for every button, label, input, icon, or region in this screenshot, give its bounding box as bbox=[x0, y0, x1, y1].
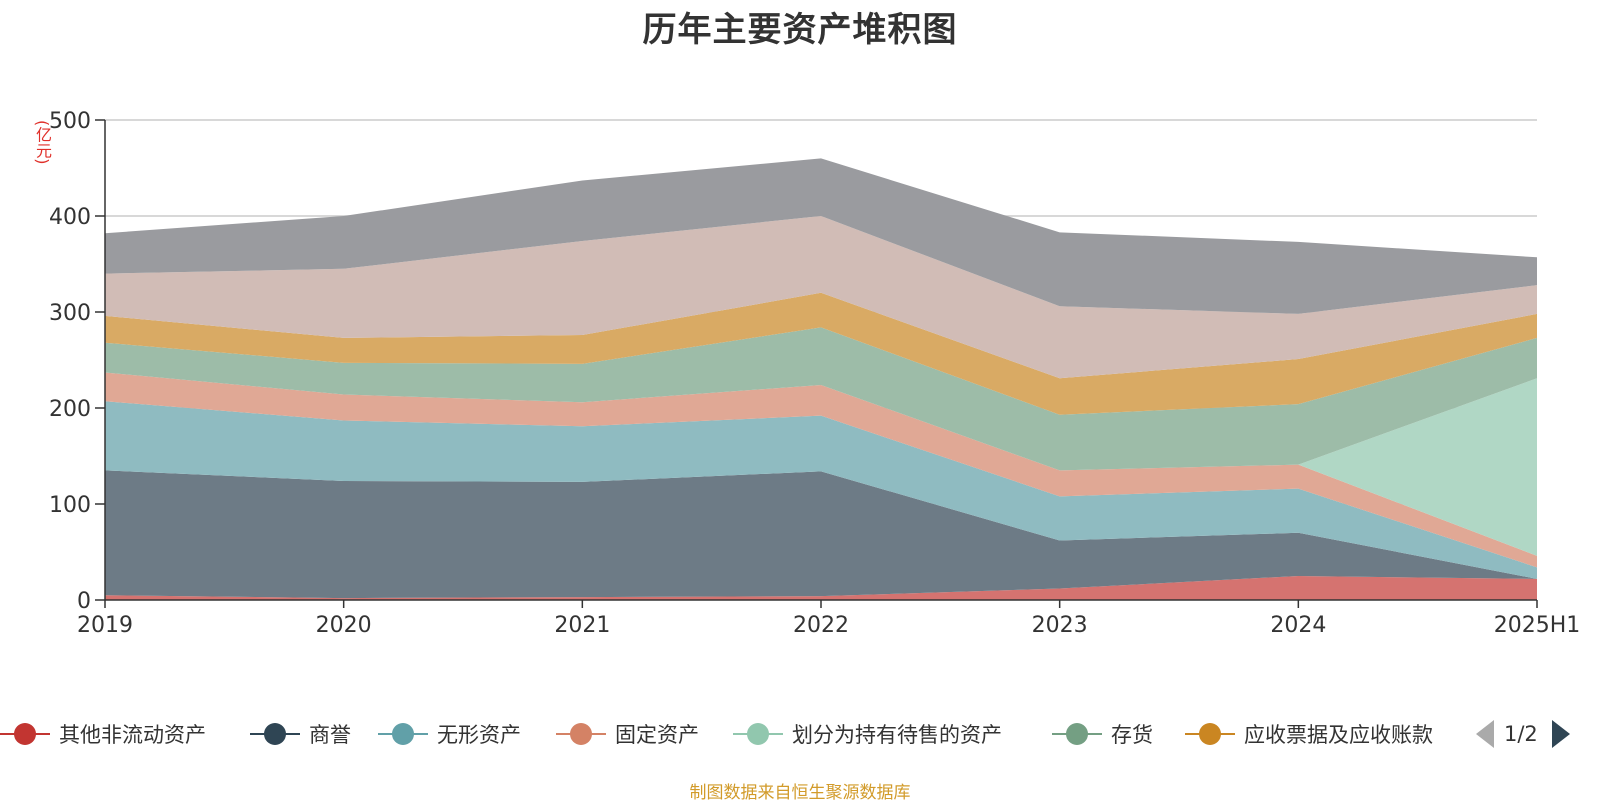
x-tick-label: 2025H1 bbox=[1494, 613, 1581, 638]
area-series-6 bbox=[105, 292, 1537, 415]
legend-marker-icon bbox=[556, 716, 606, 752]
y-tick-label: 300 bbox=[49, 301, 91, 326]
legend-label: 其他非流动资产 bbox=[59, 723, 206, 747]
legend-label: 无形资产 bbox=[437, 723, 521, 747]
chart-title: 历年主要资产堆积图 bbox=[642, 10, 958, 50]
legend-label: 固定资产 bbox=[615, 723, 699, 747]
x-tick-label: 2020 bbox=[316, 613, 372, 638]
legend-item[interactable]: 存货 bbox=[1052, 716, 1153, 752]
y-tick-label: 400 bbox=[49, 205, 91, 230]
area-series-1 bbox=[105, 470, 1537, 599]
legend-item[interactable]: 商誉 bbox=[250, 716, 351, 752]
legend-item[interactable]: 固定资产 bbox=[556, 716, 699, 752]
x-tick-label: 2019 bbox=[77, 613, 133, 638]
x-tick-label: 2023 bbox=[1032, 613, 1088, 638]
y-tick-label: 0 bbox=[77, 589, 91, 614]
legend-marker-icon bbox=[1185, 716, 1235, 752]
y-tick-label: 500 bbox=[49, 109, 91, 134]
legend-label: 商誉 bbox=[309, 723, 351, 747]
y-tick-label: 200 bbox=[49, 397, 91, 422]
legend-marker-icon bbox=[1052, 716, 1102, 752]
area-series-2 bbox=[105, 401, 1537, 579]
legend-page-indicator: 1/2 bbox=[1504, 722, 1538, 746]
chart-legend: 其他非流动资产 商誉 无形资产 固定资产 划分为持有待售的资产 存货 应收票据及应收账款 bbox=[0, 716, 1600, 752]
legend-marker-icon bbox=[733, 716, 783, 752]
area-series-0 bbox=[105, 576, 1537, 600]
legend-item[interactable]: 应收票据及应收账款 bbox=[1185, 716, 1433, 752]
x-tick-label: 2021 bbox=[554, 613, 610, 638]
area-series-8 bbox=[105, 158, 1537, 314]
legend-marker-icon bbox=[0, 716, 50, 752]
legend-prev-page-icon[interactable] bbox=[1476, 720, 1494, 748]
x-tick-label: 2022 bbox=[793, 613, 849, 638]
y-axis-unit-label: (亿元) bbox=[33, 120, 52, 165]
legend-next-page-icon[interactable] bbox=[1551, 720, 1570, 748]
legend-label: 划分为持有待售的资产 bbox=[792, 723, 1002, 747]
legend-item[interactable]: 无形资产 bbox=[378, 716, 521, 752]
legend-marker-icon bbox=[250, 716, 300, 752]
area-series-7 bbox=[105, 216, 1537, 379]
data-source-footer: 制图数据来自恒生聚源数据库 bbox=[689, 783, 911, 803]
legend-label: 存货 bbox=[1111, 723, 1153, 747]
x-tick-label: 2024 bbox=[1270, 613, 1326, 638]
legend-item[interactable]: 其他非流动资产 bbox=[0, 716, 206, 752]
legend-pager: 1/2 bbox=[1476, 716, 1570, 752]
area-series-5 bbox=[105, 327, 1537, 471]
y-tick-label: 100 bbox=[49, 493, 91, 518]
legend-marker-icon bbox=[378, 716, 428, 752]
area-series-3 bbox=[105, 372, 1537, 568]
legend-label: 应收票据及应收账款 bbox=[1244, 723, 1433, 747]
legend-item[interactable]: 划分为持有待售的资产 bbox=[733, 716, 1002, 752]
